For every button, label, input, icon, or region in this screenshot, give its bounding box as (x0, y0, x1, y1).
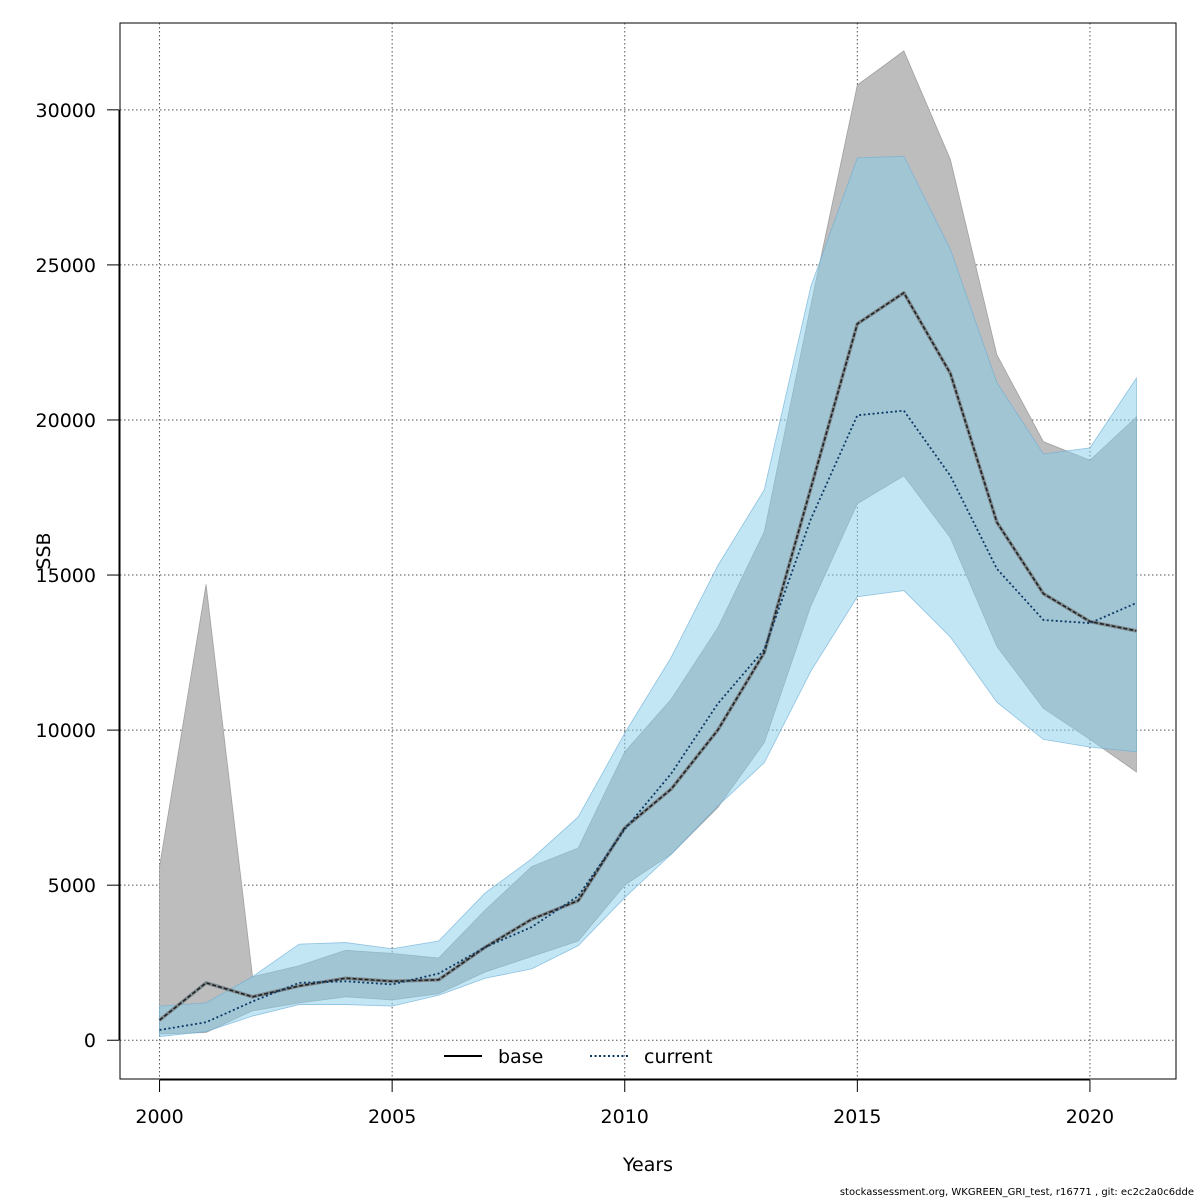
y-tick-label-5000: 5000 (48, 875, 96, 897)
footer-credit: stockassessment.org, WKGREEN_GRI_test, r… (839, 1187, 1194, 1198)
band-current (159, 155, 1137, 1037)
plot-frame (119, 22, 1177, 1080)
legend: base current (444, 1046, 713, 1068)
legend-label-base: base (498, 1046, 543, 1068)
line-current (159, 409, 1137, 1031)
y-tick-label-20000: 20000 (36, 410, 96, 432)
y-tick-label-15000: 15000 (36, 565, 96, 587)
y-tick-label-10000: 10000 (36, 720, 96, 742)
legend-label-current: current (644, 1046, 713, 1068)
x-axis: 2000 2005 2010 2015 2020 (135, 1079, 1114, 1128)
x-tick-label-2005: 2005 (368, 1106, 416, 1128)
y-axis-title: SSB (33, 532, 55, 569)
confidence-bands (159, 50, 1137, 1037)
y-tick-label-0: 0 (84, 1030, 96, 1052)
x-tick-label-2010: 2010 (601, 1106, 649, 1128)
y-axis: 0 5000 10000 15000 20000 25000 30000 (36, 100, 120, 1052)
y-tick-label-25000: 25000 (36, 255, 96, 277)
line-base (159, 292, 1137, 1021)
x-tick-label-2000: 2000 (135, 1106, 183, 1128)
x-tick-label-2020: 2020 (1066, 1106, 1114, 1128)
x-tick-label-2015: 2015 (833, 1106, 881, 1128)
x-axis-title: Years (622, 1154, 673, 1176)
y-tick-label-30000: 30000 (36, 100, 96, 122)
series-lines (158, 291, 1137, 1031)
